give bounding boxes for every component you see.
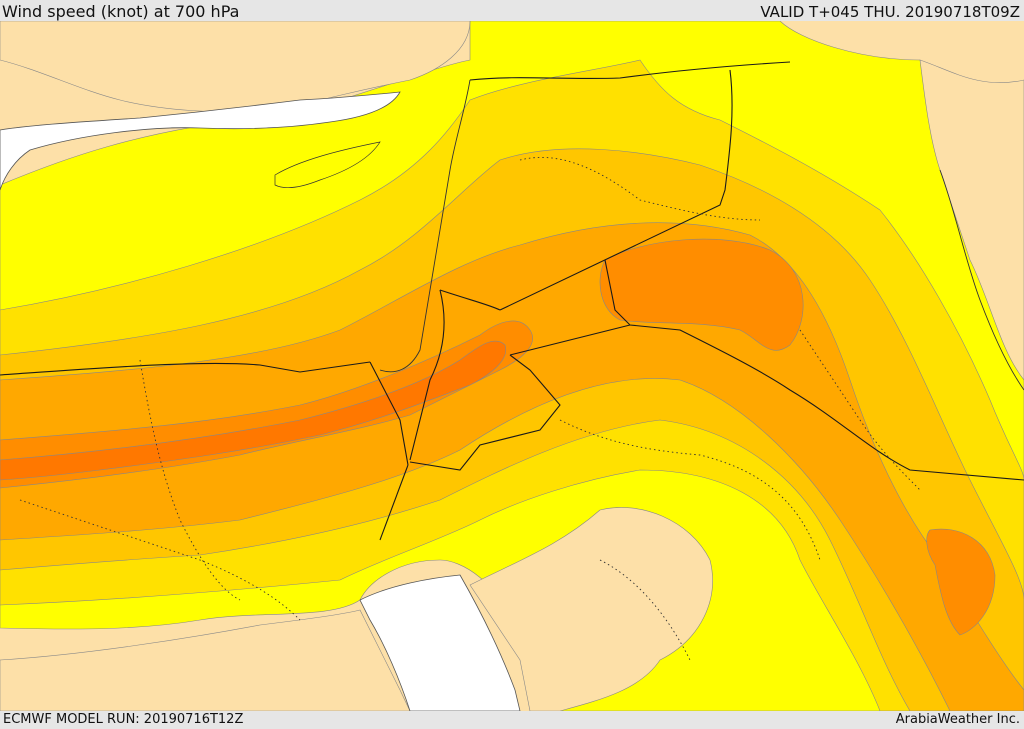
wind-band-6 xyxy=(0,340,507,481)
wind-speed-map xyxy=(0,21,1024,711)
footer-bar: ECMWF MODEL RUN: 20190716T12Z ArabiaWeat… xyxy=(0,711,1024,729)
country-borders xyxy=(0,61,1024,541)
valid-time-label: VALID T+045 THU. 20190718T09Z xyxy=(760,3,1020,21)
land-sudan xyxy=(0,609,411,711)
wind-band-5-patch-1 xyxy=(599,238,804,351)
sea-mediterranean xyxy=(0,91,401,191)
sea-red-sea xyxy=(359,574,521,711)
header-bar: Wind speed (knot) at 700 hPa VALID T+045… xyxy=(0,0,1024,21)
land-iran xyxy=(919,59,1024,381)
land-cyprus xyxy=(274,141,381,189)
map-title: Wind speed (knot) at 700 hPa xyxy=(2,2,240,21)
gulf-coast xyxy=(939,169,1024,391)
credit-label: ArabiaWeather Inc. xyxy=(895,712,1020,727)
wind-band-5 xyxy=(0,320,533,489)
land-arabia xyxy=(469,507,713,711)
levant-coast xyxy=(379,79,471,373)
admin-boundaries xyxy=(19,156,921,661)
wind-band-5-patch-2 xyxy=(926,528,996,636)
model-run-label: ECMWF MODEL RUN: 20190716T12Z xyxy=(3,712,244,727)
